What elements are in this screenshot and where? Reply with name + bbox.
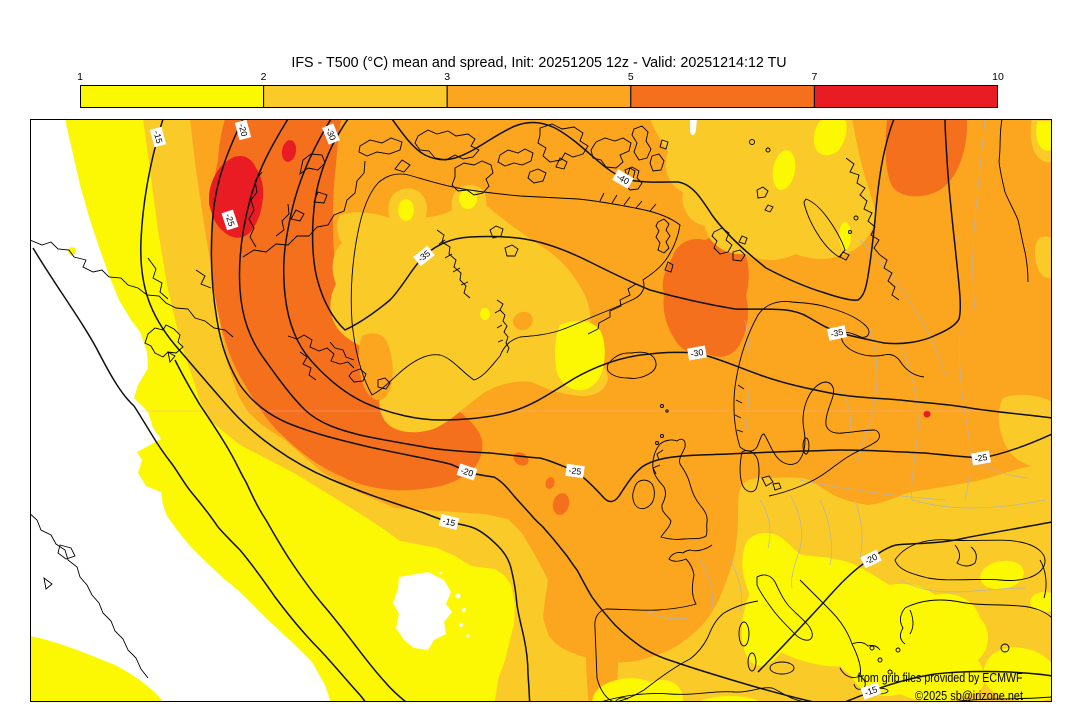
svg-text:-30: -30 xyxy=(324,126,338,142)
svg-text:-25: -25 xyxy=(974,452,988,464)
svg-text:-15: -15 xyxy=(152,130,165,145)
svg-text:3: 3 xyxy=(444,71,450,83)
svg-text:-15: -15 xyxy=(442,516,457,529)
svg-text:-15: -15 xyxy=(863,684,878,698)
svg-text:10: 10 xyxy=(992,71,1004,83)
svg-text:-25: -25 xyxy=(223,212,236,227)
svg-text:©2025 sb@irizone.net: ©2025 sb@irizone.net xyxy=(915,689,1023,703)
svg-text:-20: -20 xyxy=(237,123,250,138)
svg-text:-20: -20 xyxy=(459,465,474,478)
svg-text:IFS - T500 (°C) mean and sprea: IFS - T500 (°C) mean and spread, Init: 2… xyxy=(291,55,786,71)
svg-text:1: 1 xyxy=(77,71,83,83)
svg-text:2: 2 xyxy=(261,71,267,83)
svg-text:-30: -30 xyxy=(690,347,704,359)
svg-text:5: 5 xyxy=(628,71,634,83)
svg-text:-35: -35 xyxy=(830,327,845,339)
svg-text:from grib files provided by EC: from grib files provided by ECMWF xyxy=(858,671,1023,685)
svg-text:7: 7 xyxy=(811,71,817,83)
svg-text:-25: -25 xyxy=(568,465,582,477)
